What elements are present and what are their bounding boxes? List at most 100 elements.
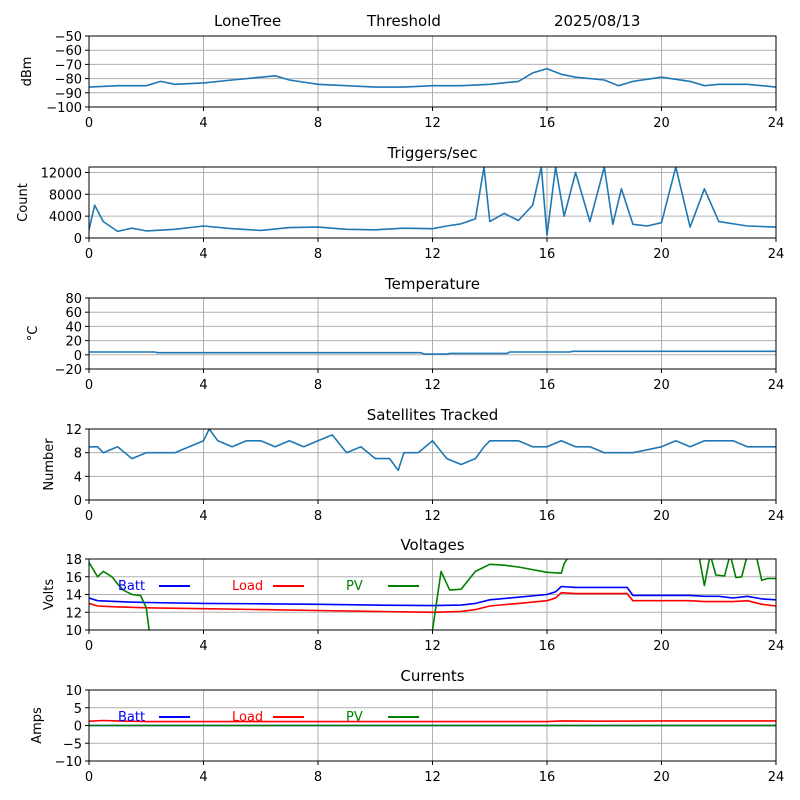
x-tick-label: 24 (768, 247, 785, 262)
y-tick-label: 12 (65, 423, 82, 438)
panel-triggers: 0 4 8 12 16 20 24 0 4000 8000 12000 Count Triggers/s… (16, 144, 784, 262)
x-tick-label: 8 (314, 509, 322, 524)
y-tick-label: 16 (65, 571, 82, 586)
series-group (89, 167, 776, 237)
y-tick-label: 40 (65, 320, 82, 335)
series-line-satellites (89, 429, 776, 472)
series-line-load (89, 719, 776, 723)
x-tick-label: 12 (424, 639, 441, 654)
x-tick-label: 20 (653, 378, 670, 393)
panel-currents: 0 4 8 12 16 20 24 −10 −5 0 5 10 Amps Currents Batt Load… (30, 667, 784, 785)
x-tick-label: 20 (653, 116, 670, 131)
x-tick-label: 4 (199, 639, 207, 654)
panel-title: Satellites Tracked (367, 406, 498, 424)
x-tick-label: 12 (424, 770, 441, 785)
panel-title: Triggers/sec (387, 144, 478, 162)
x-tick-label: 4 (199, 116, 207, 131)
panel-voltages: 0 4 8 12 16 20 24 10 12 14 16 18 Volts Voltages Batt Lo… (42, 536, 784, 654)
y-tick-label: 0 (74, 720, 82, 735)
y-tick-label: 60 (65, 306, 82, 321)
series-line-temperature (89, 350, 776, 355)
x-tick-label: 0 (85, 509, 93, 524)
x-tick-label: 16 (539, 116, 556, 131)
legend-label-pv: PV (346, 579, 363, 594)
series-group (89, 559, 776, 630)
panel-satellites: 0 4 8 12 16 20 24 0 4 8 12 Number Satellites Tracked (42, 406, 784, 524)
x-tick-label: 0 (85, 116, 93, 131)
x-tick-label: 24 (768, 116, 785, 131)
panel-title: Currents (400, 667, 464, 685)
y-tick-label: 10 (65, 684, 82, 699)
header-date: 2025/08/13 (554, 12, 640, 30)
x-tick-label: 20 (653, 770, 670, 785)
x-tick-label: 24 (768, 770, 785, 785)
y-tick-label: −90 (55, 87, 82, 102)
y-tick-label: 18 (65, 553, 82, 568)
x-tick-label: 24 (768, 378, 785, 393)
y-tick-label: 8 (74, 447, 82, 462)
series-group (89, 719, 776, 727)
y-tick-label: 10 (65, 624, 82, 639)
y-tick-label: 4000 (49, 210, 82, 225)
header-mode: Threshold (366, 12, 441, 30)
x-tick-label: 0 (85, 639, 93, 654)
y-tick-label: 20 (65, 335, 82, 350)
x-tick-label: 20 (653, 247, 670, 262)
y-tick-label: 12 (65, 606, 82, 621)
series-line-signal (89, 67, 776, 88)
x-tick-label: 4 (199, 378, 207, 393)
y-tick-label: 80 (65, 292, 82, 307)
x-tick-label: 8 (314, 770, 322, 785)
x-tick-label: 24 (768, 639, 785, 654)
x-tick-label: 4 (199, 770, 207, 785)
y-tick-label: 0 (74, 232, 82, 247)
x-tick-label: 20 (653, 639, 670, 654)
y-tick-label: −80 (55, 73, 82, 88)
y-tick-label: 0 (74, 494, 82, 509)
y-axis-label: dBm (20, 57, 35, 87)
y-tick-label: −5 (63, 737, 82, 752)
x-tick-label: 8 (314, 116, 322, 131)
x-tick-label: 16 (539, 770, 556, 785)
y-axis-label: °C (26, 326, 41, 342)
x-tick-label: 20 (653, 509, 670, 524)
x-tick-label: 8 (314, 378, 322, 393)
y-tick-label: 5 (74, 702, 82, 717)
series-group (89, 350, 776, 355)
y-axis-label: Volts (42, 579, 57, 611)
y-tick-label: 4 (74, 470, 82, 485)
y-tick-label: 12000 (41, 166, 82, 181)
x-tick-label: 0 (85, 378, 93, 393)
y-tick-label: −10 (55, 755, 82, 770)
x-tick-label: 12 (424, 116, 441, 131)
series-group (89, 67, 776, 88)
x-tick-label: 0 (85, 247, 93, 262)
y-axis-label: Amps (30, 707, 45, 744)
panel-signal: 0 4 8 12 16 20 24 −100−90−80−70−60−50 dBm (20, 30, 784, 131)
legend-label-batt: Batt (118, 579, 145, 594)
x-tick-label: 12 (424, 247, 441, 262)
panel-title: Temperature (384, 275, 480, 293)
x-tick-label: 16 (539, 509, 556, 524)
x-tick-label: 16 (539, 378, 556, 393)
y-tick-label: 14 (65, 589, 82, 604)
x-tick-label: 12 (424, 378, 441, 393)
legend-label-batt: Batt (118, 710, 145, 725)
y-tick-label: −20 (55, 363, 82, 378)
y-tick-label: 8000 (49, 188, 82, 203)
y-tick-label: −100 (46, 101, 82, 116)
x-tick-label: 12 (424, 509, 441, 524)
y-axis-label: Number (42, 438, 57, 491)
legend-label-load: Load (232, 579, 263, 594)
series-line-load (89, 591, 776, 614)
series-line-triggers (89, 167, 776, 237)
legend-label-pv: PV (346, 710, 363, 725)
y-tick-label: −70 (55, 58, 82, 73)
series-group (89, 429, 776, 472)
x-tick-label: 4 (199, 247, 207, 262)
x-tick-label: 8 (314, 247, 322, 262)
